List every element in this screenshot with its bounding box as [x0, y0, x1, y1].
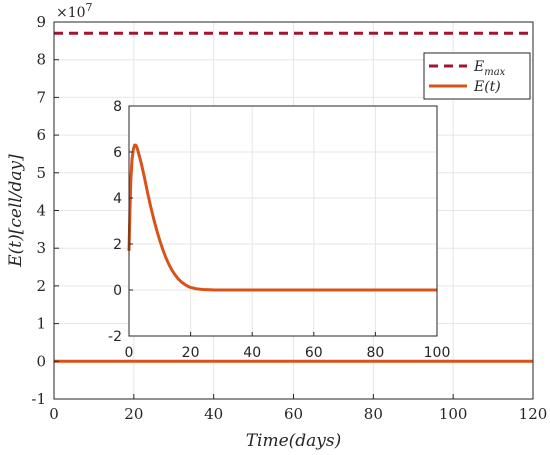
legend-label-text: E(t) — [473, 79, 501, 95]
legend-box — [423, 52, 531, 100]
inset-y-tick-label: 2 — [113, 237, 122, 253]
inset-x-tick-label: 80 — [366, 345, 384, 361]
inset-series-line — [127, 143, 437, 292]
main-y-tick-label: 9 — [36, 13, 46, 31]
main-y-tick-label: 4 — [36, 202, 46, 220]
inset-y-tick-label: 8 — [113, 99, 122, 115]
main-y-tick-label: 2 — [36, 277, 46, 295]
inset-x-tick-label: 20 — [182, 345, 200, 361]
main-y-tick-label: 6 — [36, 126, 46, 144]
inset-background — [129, 106, 437, 336]
y-axis-exponent: ×107 — [56, 1, 93, 21]
y-axis-label: E(t)[cell/day] — [6, 154, 26, 268]
main-y-tick-label: 3 — [36, 239, 46, 257]
main-y-tick-label: 8 — [36, 51, 46, 69]
main-y-tick-label: 7 — [36, 88, 46, 106]
inset-y-tick-label: 0 — [113, 283, 122, 299]
legend-label-et: E(t) — [473, 79, 501, 95]
main-x-tick-label: 60 — [284, 405, 303, 423]
main-x-tick-label: 120 — [519, 405, 548, 423]
legend-label-subscript: max — [484, 67, 505, 78]
inset-y-tick-label: 4 — [113, 191, 122, 207]
inset-y-tick-label: 6 — [113, 145, 122, 161]
main-y-tick-label: -1 — [31, 390, 46, 408]
main-y-tick-label: 0 — [36, 352, 46, 370]
main-x-tick-label: 40 — [204, 405, 223, 423]
inset-x-tick-label: 100 — [424, 345, 451, 361]
legend-label-emax: Emax — [473, 59, 506, 78]
inset-x-tick-label: 0 — [125, 345, 134, 361]
legend-label-text: E — [473, 59, 484, 75]
main-x-tick-label: 80 — [364, 405, 383, 423]
x-axis-label: Time(days) — [246, 431, 342, 451]
inset-x-tick-label: 40 — [243, 345, 261, 361]
inset-y-tick-label: -2 — [108, 329, 122, 345]
inset-x-tick-label: 60 — [305, 345, 323, 361]
main-x-tick-label: 0 — [49, 405, 59, 423]
y-axis-multiplier: ×10 — [56, 5, 86, 21]
main-y-tick-label: 1 — [36, 315, 46, 333]
main-x-tick-label: 100 — [439, 405, 468, 423]
main-x-tick-label: 20 — [124, 405, 143, 423]
inset-axes-box — [128, 105, 438, 337]
y-axis-exponent-value: 7 — [86, 1, 93, 14]
main-y-tick-label: 5 — [36, 164, 46, 182]
